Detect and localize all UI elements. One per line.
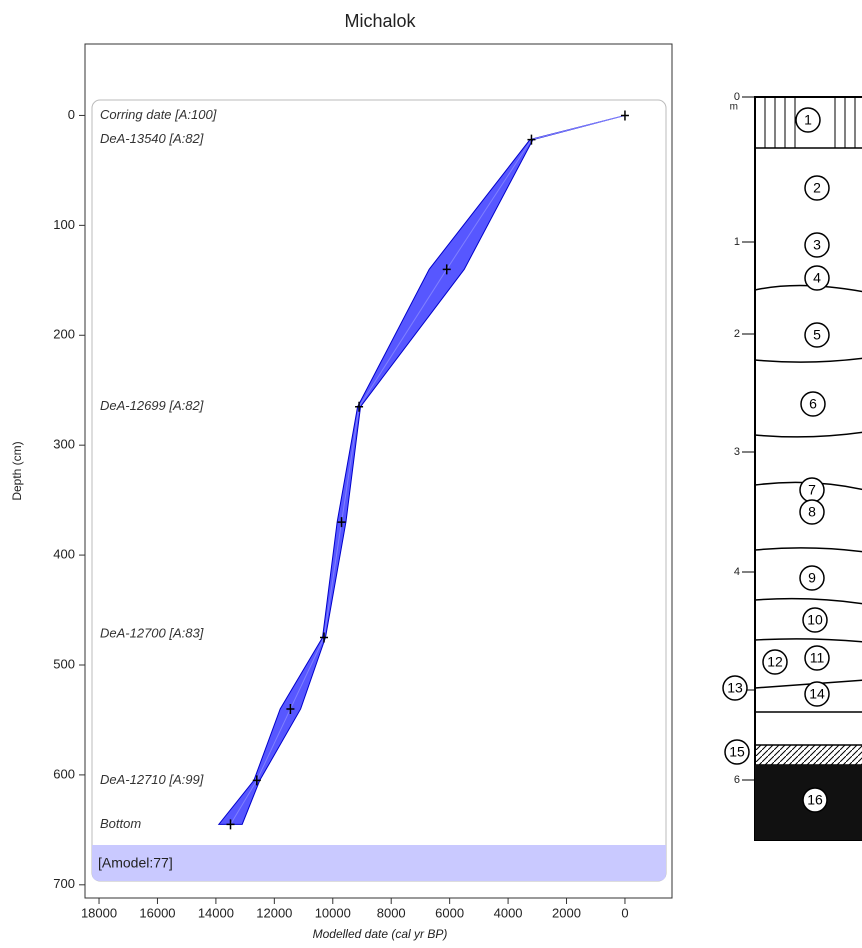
- layer-circle: [802, 607, 828, 633]
- layer-label: 2: [813, 180, 821, 196]
- y-tick-label: 600: [53, 766, 75, 781]
- y-axis-label: Depth (cm): [10, 441, 24, 500]
- date-marker: [320, 632, 329, 643]
- layer-label: 1: [804, 112, 812, 128]
- layer-circle: [799, 499, 825, 525]
- layer-circle: [804, 681, 830, 707]
- x-tick-label: 16000: [139, 905, 175, 920]
- layer-circle: [804, 265, 830, 291]
- date-marker: [337, 517, 346, 528]
- x-tick-label: 10000: [315, 905, 351, 920]
- x-tick-label: 12000: [256, 905, 292, 920]
- layer-label: 16: [807, 792, 823, 808]
- layer-label: 15: [729, 744, 745, 760]
- x-tick-label: 0: [621, 905, 628, 920]
- scale-label: 2: [734, 328, 740, 340]
- layer-label: 9: [808, 570, 816, 586]
- x-tick-label: 6000: [435, 905, 464, 920]
- x-axis-label: Modelled date (cal yr BP): [313, 927, 448, 941]
- amodel-label: [Amodel:77]: [98, 855, 173, 871]
- annotation: DeA-12700 [A:83]: [100, 626, 204, 641]
- scale-unit: m: [730, 102, 738, 113]
- amodel-band: [92, 845, 666, 881]
- scale-label: 1: [734, 236, 740, 248]
- scale-label: 6: [734, 774, 740, 786]
- column: [754, 96, 862, 841]
- y-tick-label: 700: [53, 876, 75, 891]
- model-box: [91, 99, 667, 882]
- layer-label: 13: [727, 680, 743, 696]
- scale-label: 0: [734, 91, 740, 103]
- y-tick-label: 400: [53, 547, 75, 562]
- layer-label: 7: [808, 482, 816, 498]
- layer-label: 4: [813, 270, 821, 286]
- layer-circle: [804, 645, 830, 671]
- annotation: Bottom: [100, 816, 141, 831]
- layer-circle: [799, 565, 825, 591]
- layer-label: 6: [809, 396, 817, 412]
- model-envelope: [217, 114, 626, 825]
- x-tick-label: 2000: [552, 905, 581, 920]
- stratigraphy-figure: 0123456m12345678910111213141516: [722, 91, 862, 841]
- layer-circle: [724, 739, 750, 765]
- annotation: DeA-13540 [A:82]: [100, 131, 204, 146]
- y-tick-label: 300: [53, 437, 75, 452]
- layer-circle: [802, 787, 828, 813]
- layer-circle: [804, 322, 830, 348]
- layer-label: 8: [808, 504, 816, 520]
- date-marker: [620, 110, 629, 121]
- date-marker: [355, 401, 364, 412]
- layer-circle: [722, 675, 748, 701]
- y-tick-label: 0: [68, 107, 75, 122]
- layer-15-fill: [755, 745, 862, 765]
- layer-circle: [800, 391, 826, 417]
- layer-circle: [795, 107, 821, 133]
- layer-circle: [762, 649, 788, 675]
- date-marker: [252, 775, 261, 786]
- chart-title: Michalok: [344, 11, 416, 31]
- scale-label: 3: [734, 446, 740, 458]
- layer-label: 12: [767, 654, 783, 670]
- annotation: Corring date [A:100]: [100, 107, 217, 122]
- x-tick-label: 8000: [377, 905, 406, 920]
- layer-label: 10: [807, 612, 823, 628]
- annotation: DeA-12699 [A:82]: [100, 398, 204, 413]
- plot-frame: [84, 43, 673, 899]
- scale-label: 4: [734, 566, 740, 578]
- layer-label: 14: [809, 686, 825, 702]
- layer-label: 11: [810, 650, 825, 666]
- layer-label: 5: [813, 327, 821, 343]
- date-marker: [286, 703, 295, 714]
- column-hatching: [764, 97, 856, 148]
- annotation: DeA-12710 [A:99]: [100, 772, 204, 787]
- x-tick-label: 14000: [198, 905, 234, 920]
- date-marker: [442, 264, 451, 275]
- y-tick-label: 100: [53, 217, 75, 232]
- layer-circle: [804, 175, 830, 201]
- date-marker: [226, 819, 235, 830]
- date-marker: [527, 134, 536, 145]
- layer-label: 3: [813, 237, 821, 253]
- layer-circle: [804, 232, 830, 258]
- y-tick-label: 200: [53, 327, 75, 342]
- x-tick-label: 4000: [494, 905, 523, 920]
- y-tick-label: 500: [53, 656, 75, 671]
- x-tick-label: 18000: [81, 905, 117, 920]
